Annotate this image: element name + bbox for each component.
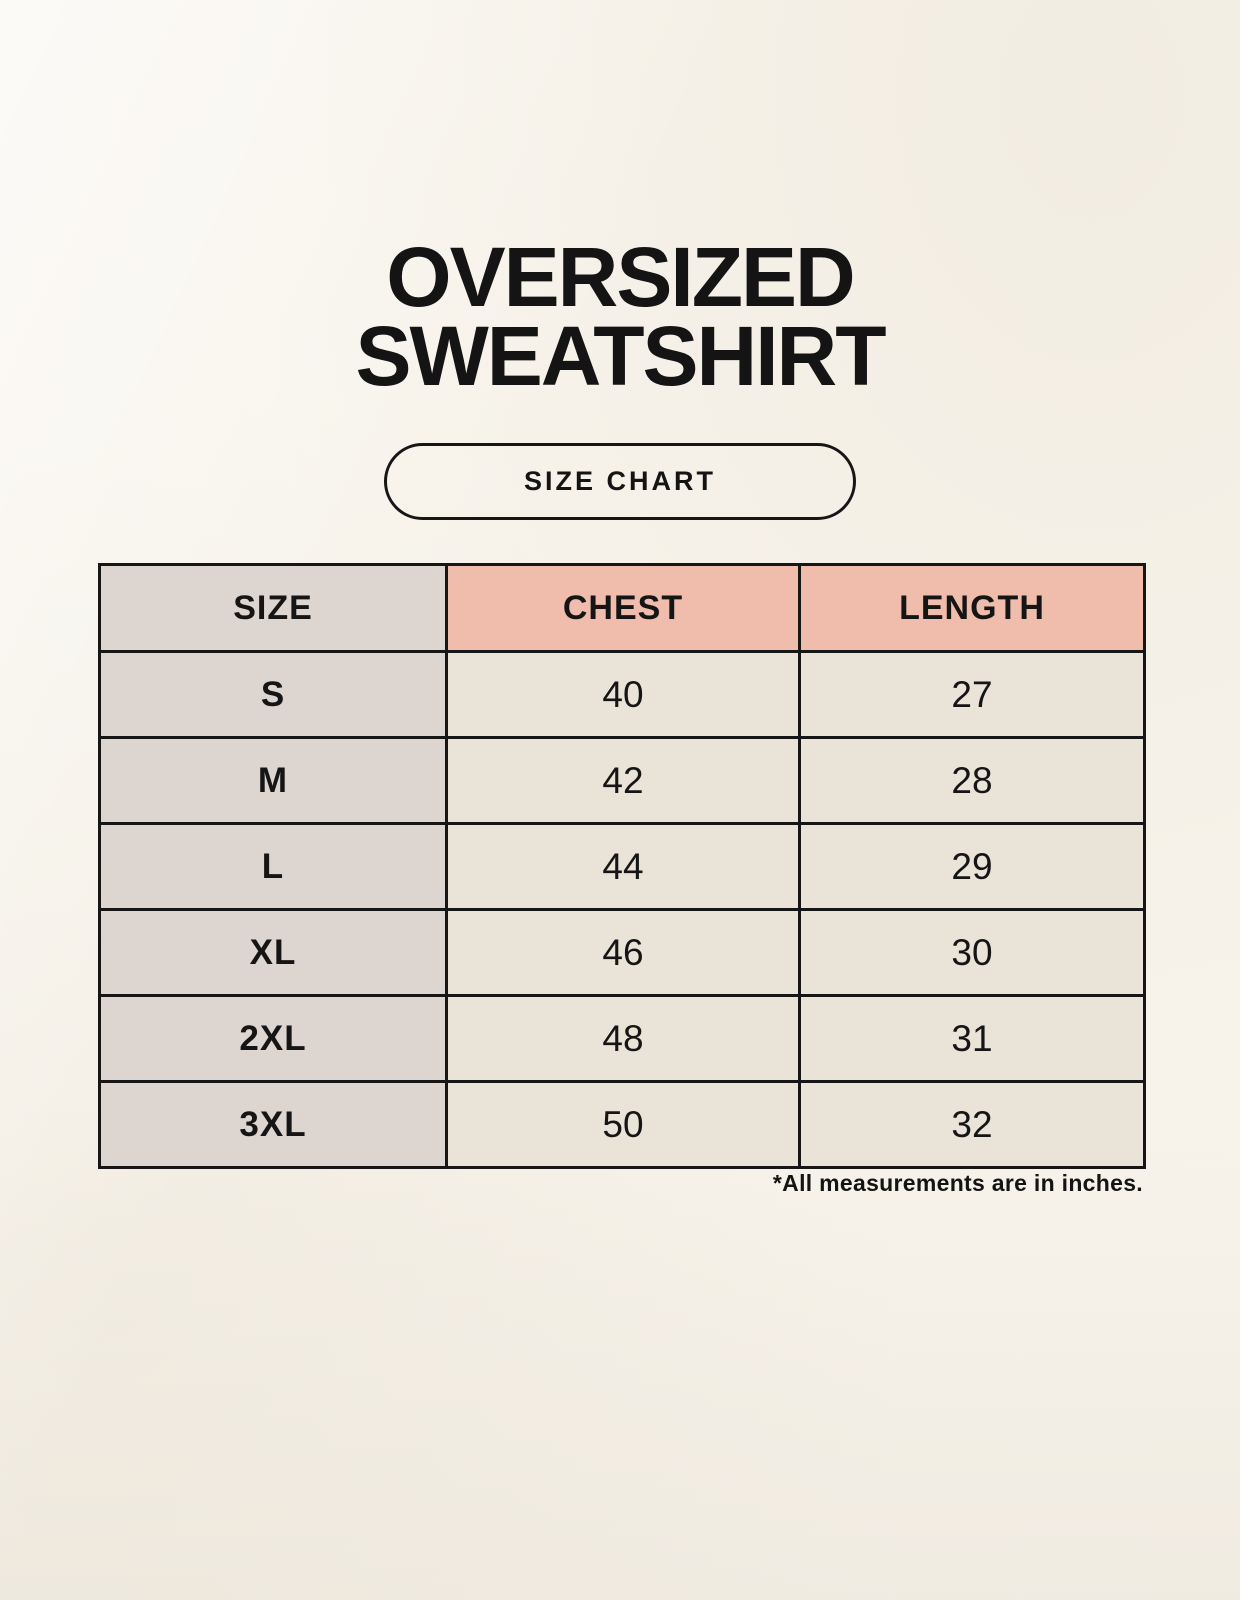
chest-value: 46 <box>445 908 801 997</box>
chest-value: 40 <box>445 650 801 739</box>
size-label: 3XL <box>98 1080 448 1169</box>
page-title-line2: SWEATSHIRT <box>355 308 886 403</box>
table-row: 2XL 48 31 <box>98 994 1146 1083</box>
size-chart-table: SIZE CHEST LENGTH S 40 27 M 42 28 L 44 2… <box>98 563 1146 1169</box>
length-value: 30 <box>798 908 1146 997</box>
page-title: OVERSIZED SWEATSHIRT <box>0 230 1240 403</box>
size-label: 2XL <box>98 994 448 1083</box>
size-label: L <box>98 822 448 911</box>
size-chart-button-label: SIZE CHART <box>524 466 716 496</box>
col-header-chest: CHEST <box>445 563 801 653</box>
size-label: XL <box>98 908 448 997</box>
chest-value: 42 <box>445 736 801 825</box>
size-label: M <box>98 736 448 825</box>
length-value: 31 <box>798 994 1146 1083</box>
col-header-length: LENGTH <box>798 563 1146 653</box>
table-row: XL 46 30 <box>98 908 1146 997</box>
length-value: 27 <box>798 650 1146 739</box>
table-row: L 44 29 <box>98 822 1146 911</box>
length-value: 28 <box>798 736 1146 825</box>
table-row: 3XL 50 32 <box>98 1080 1146 1169</box>
length-value: 29 <box>798 822 1146 911</box>
table-header-row: SIZE CHEST LENGTH <box>98 563 1146 653</box>
chest-value: 44 <box>445 822 801 911</box>
chest-value: 50 <box>445 1080 801 1169</box>
table-row: M 42 28 <box>98 736 1146 825</box>
page-title-line1: OVERSIZED <box>386 230 855 324</box>
measurements-footnote: *All measurements are in inches. <box>772 1170 1143 1196</box>
length-value: 32 <box>798 1080 1146 1169</box>
col-header-size: SIZE <box>98 563 448 653</box>
size-label: S <box>98 650 448 739</box>
size-chart-button[interactable]: SIZE CHART <box>384 443 856 520</box>
table-row: S 40 27 <box>98 650 1146 739</box>
chest-value: 48 <box>445 994 801 1083</box>
